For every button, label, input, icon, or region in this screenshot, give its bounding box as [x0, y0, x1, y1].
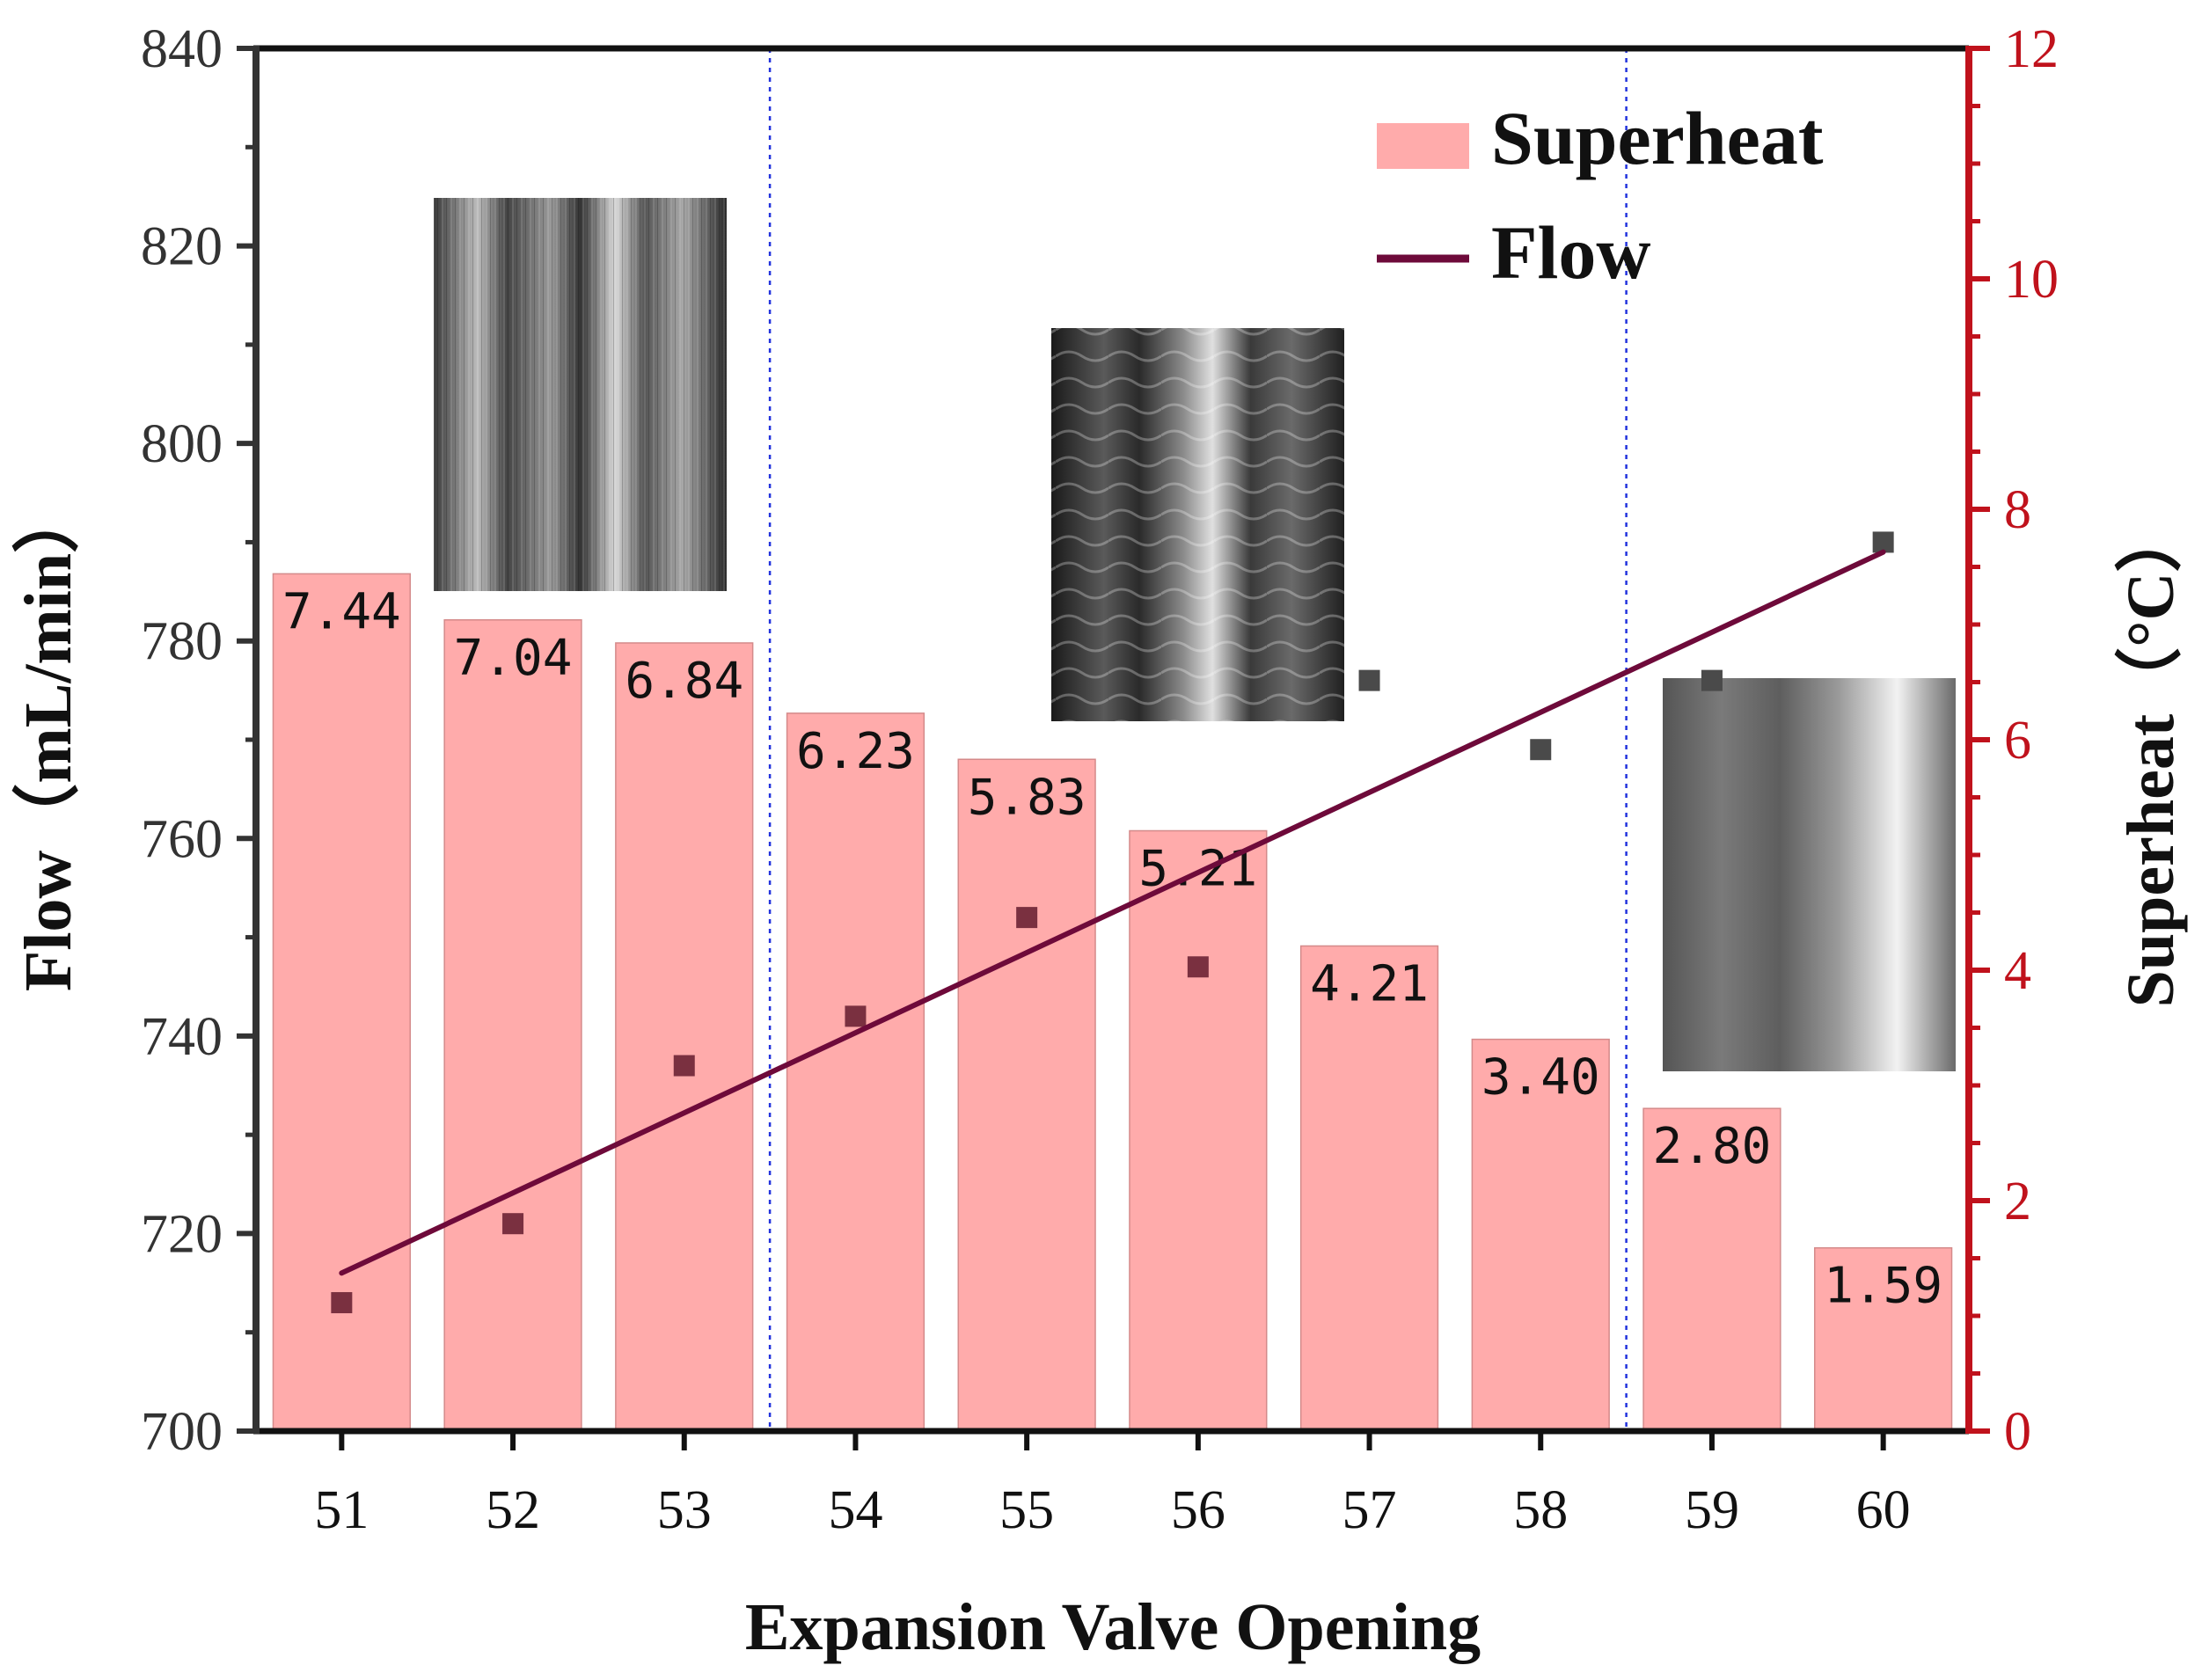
bar-superheat-51 [272, 573, 411, 1432]
right-tick-label-4: 4 [2004, 941, 2031, 1001]
x-tick-label-59: 59 [1685, 1480, 1739, 1540]
bar-label-58: 3.40 [1481, 1049, 1600, 1107]
bar-superheat-60 [1814, 1246, 1953, 1432]
bar-label-52: 7.04 [454, 630, 573, 687]
bar-label-59: 2.80 [1653, 1118, 1772, 1175]
left-tick-label-740: 740 [141, 1007, 223, 1067]
x-tick-label-51: 51 [314, 1480, 369, 1540]
bar-label-53: 6.84 [625, 653, 743, 710]
flow-point-54 [845, 1005, 867, 1027]
bar-superheat-58 [1471, 1038, 1610, 1432]
x-tick-label-53: 53 [657, 1480, 712, 1540]
bar-label-55: 5.83 [968, 769, 1086, 826]
bar-label-51: 7.44 [282, 583, 401, 640]
bar-superheat-52 [443, 619, 582, 1432]
x-tick-label-60: 60 [1856, 1480, 1911, 1540]
x-tick-label-55: 55 [999, 1480, 1054, 1540]
superheat-bar-labels: 7.44 7.04 6.84 6.23 5.83 5.21 4.21 3.40 2.80 1.59 [282, 583, 1942, 1314]
left-tick-label-760: 760 [141, 809, 223, 869]
flow-pattern-image-1 [434, 198, 727, 591]
flow-fit-line [339, 549, 1886, 1276]
flow-pattern-image-3 [1663, 678, 1956, 1071]
flow-point-57 [1358, 669, 1380, 691]
regime-divider-lines [768, 48, 1628, 1431]
flow-point-55 [1016, 907, 1038, 929]
bar-superheat-54 [786, 712, 925, 1432]
x-tick-label-54: 54 [828, 1480, 882, 1540]
left-tick-label-780: 780 [141, 612, 223, 672]
flow-point-56 [1187, 956, 1209, 978]
left-axis-title: Flow（mL/min） [11, 486, 85, 991]
x-axis-title: Expansion Valve Opening [745, 1590, 1481, 1664]
right-tick-label-12: 12 [2004, 19, 2059, 79]
left-tick-label-700: 700 [141, 1402, 223, 1462]
bar-label-60: 1.59 [1824, 1258, 1942, 1315]
x-tick-label-58: 58 [1513, 1480, 1568, 1540]
right-axis-ticks: 0 2 4 6 8 10 12 [1969, 19, 2059, 1462]
legend-label-superheat: Superheat [1491, 96, 1824, 180]
bar-superheat-53 [615, 642, 754, 1432]
x-tick-label-56: 56 [1171, 1480, 1225, 1540]
flow-pattern-image-2 [1051, 328, 1344, 721]
left-tick-label-720: 720 [141, 1204, 223, 1264]
flow-point-60 [1872, 531, 1894, 553]
flow-point-51 [331, 1292, 353, 1314]
left-axis-ticks: 700 720 740 760 780 800 820 840 [141, 19, 256, 1462]
legend: Superheat Flow [1377, 96, 1824, 295]
right-tick-label-10: 10 [2004, 250, 2059, 310]
superheat-bars [272, 573, 1953, 1432]
flow-point-53 [673, 1055, 695, 1077]
bar-label-56: 5.21 [1138, 840, 1257, 897]
x-tick-label-57: 57 [1342, 1480, 1397, 1540]
bar-label-57: 4.21 [1310, 955, 1429, 1012]
bar-superheat-55 [957, 758, 1096, 1432]
x-tick-label-52: 52 [486, 1480, 540, 1540]
right-tick-label-0: 0 [2004, 1402, 2031, 1462]
right-tick-label-6: 6 [2004, 711, 2031, 771]
bar-superheat-56 [1129, 829, 1268, 1432]
left-tick-label-820: 820 [141, 217, 223, 277]
flow-point-58 [1530, 739, 1552, 761]
legend-label-flow: Flow [1491, 210, 1651, 295]
right-tick-label-2: 2 [2004, 1172, 2031, 1231]
bar-superheat-57 [1299, 945, 1439, 1432]
right-axis-title: Superheat（°C） [2114, 506, 2188, 1008]
flow-point-59 [1701, 669, 1723, 691]
bar-label-54: 6.23 [796, 723, 915, 780]
legend-swatch-superheat [1377, 123, 1469, 169]
left-tick-label-840: 840 [141, 19, 223, 79]
right-tick-label-8: 8 [2004, 480, 2031, 540]
flow-point-52 [502, 1213, 524, 1235]
left-tick-label-800: 800 [141, 414, 223, 474]
x-axis-ticks: 51 52 53 54 55 56 57 58 59 60 [314, 1431, 1911, 1540]
flow-scatter-points [331, 531, 1894, 1314]
